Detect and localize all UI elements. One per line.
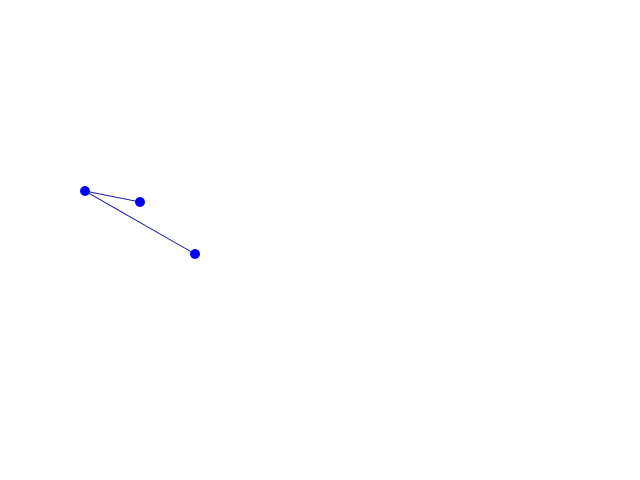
node bbox=[190, 249, 200, 259]
node bbox=[80, 186, 90, 196]
node bbox=[135, 197, 145, 207]
edge bbox=[84, 190, 196, 255]
edge bbox=[84, 190, 141, 203]
